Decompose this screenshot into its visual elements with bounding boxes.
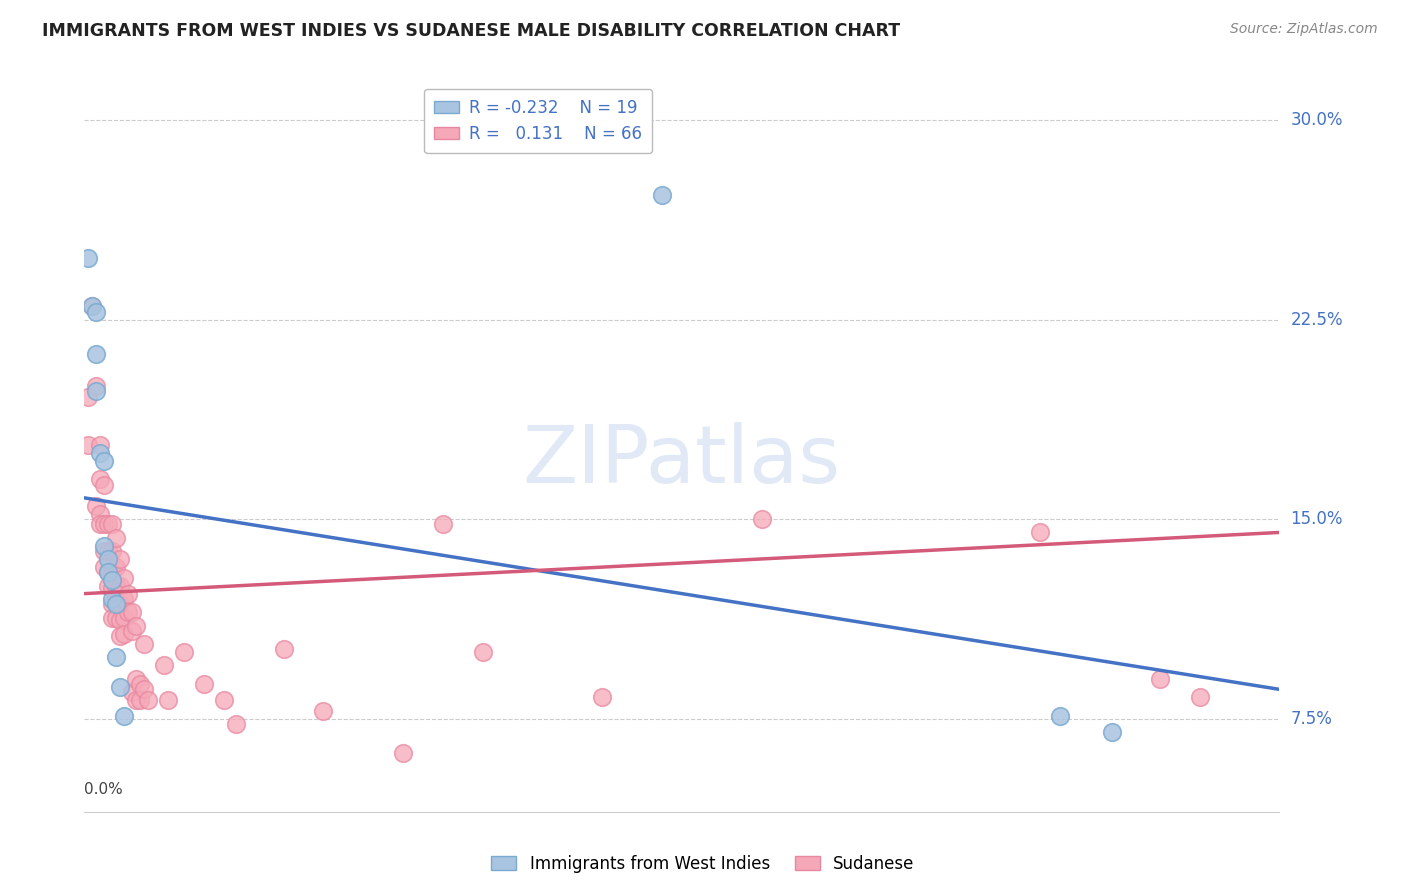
Point bbox=[86, 384, 108, 399]
Legend: R = -0.232    N = 19, R =   0.131    N = 66: R = -0.232 N = 19, R = 0.131 N = 66 bbox=[425, 88, 652, 153]
Point bbox=[112, 610, 135, 624]
Point bbox=[125, 672, 148, 686]
Point bbox=[110, 552, 132, 566]
Point bbox=[132, 682, 156, 697]
Point bbox=[97, 544, 120, 558]
Point bbox=[1149, 672, 1171, 686]
Point bbox=[105, 531, 128, 545]
Point bbox=[110, 629, 132, 643]
Point bbox=[112, 709, 135, 723]
Point bbox=[89, 445, 111, 459]
Point bbox=[86, 379, 108, 393]
Point bbox=[125, 693, 148, 707]
Point bbox=[312, 704, 335, 718]
Point bbox=[105, 650, 128, 665]
Point bbox=[117, 586, 139, 600]
Point bbox=[112, 626, 135, 640]
Point bbox=[82, 299, 104, 313]
Point bbox=[1029, 525, 1052, 540]
Point bbox=[97, 566, 120, 580]
Point bbox=[101, 566, 124, 580]
Point bbox=[101, 544, 124, 558]
Point bbox=[105, 597, 128, 611]
Point bbox=[77, 252, 100, 266]
Point bbox=[89, 517, 111, 532]
Point bbox=[136, 693, 159, 707]
Text: ZIPatlas: ZIPatlas bbox=[523, 422, 841, 500]
Point bbox=[471, 645, 494, 659]
Point bbox=[89, 472, 111, 486]
Point bbox=[77, 438, 100, 452]
Point bbox=[110, 597, 132, 611]
Point bbox=[93, 477, 115, 491]
Text: 30.0%: 30.0% bbox=[1291, 112, 1343, 129]
Point bbox=[93, 539, 115, 553]
Point bbox=[101, 591, 124, 606]
Point bbox=[101, 517, 124, 532]
Point bbox=[105, 597, 128, 611]
Point bbox=[121, 624, 143, 638]
Text: 0.0%: 0.0% bbox=[84, 782, 124, 797]
Point bbox=[591, 690, 613, 705]
Point bbox=[112, 571, 135, 585]
Point bbox=[1101, 725, 1123, 739]
Point bbox=[77, 390, 100, 404]
Point bbox=[273, 642, 295, 657]
Point bbox=[101, 582, 124, 596]
Point bbox=[173, 645, 195, 659]
Point bbox=[110, 579, 132, 593]
Point bbox=[101, 574, 124, 588]
Point bbox=[97, 579, 120, 593]
Text: 15.0%: 15.0% bbox=[1291, 510, 1343, 528]
Point bbox=[93, 544, 115, 558]
Point bbox=[392, 746, 415, 760]
Point bbox=[129, 677, 152, 691]
Point bbox=[89, 507, 111, 521]
Point bbox=[651, 187, 673, 202]
Point bbox=[112, 591, 135, 606]
Point bbox=[97, 552, 120, 566]
Point bbox=[1188, 690, 1211, 705]
Legend: Immigrants from West Indies, Sudanese: Immigrants from West Indies, Sudanese bbox=[485, 848, 921, 880]
Point bbox=[97, 566, 120, 580]
Point bbox=[101, 597, 124, 611]
Point bbox=[86, 499, 108, 513]
Point bbox=[225, 717, 247, 731]
Point bbox=[110, 613, 132, 627]
Text: 7.5%: 7.5% bbox=[1291, 710, 1333, 728]
Point bbox=[129, 693, 152, 707]
Point bbox=[751, 512, 773, 526]
Point bbox=[125, 618, 148, 632]
Point bbox=[153, 658, 176, 673]
Point bbox=[117, 605, 139, 619]
Text: 22.5%: 22.5% bbox=[1291, 310, 1343, 328]
Point bbox=[86, 347, 108, 361]
Point bbox=[212, 693, 235, 707]
Point bbox=[89, 438, 111, 452]
Text: IMMIGRANTS FROM WEST INDIES VS SUDANESE MALE DISABILITY CORRELATION CHART: IMMIGRANTS FROM WEST INDIES VS SUDANESE … bbox=[42, 22, 900, 40]
Point bbox=[121, 685, 143, 699]
Point bbox=[157, 693, 180, 707]
Point bbox=[105, 610, 128, 624]
Point bbox=[105, 560, 128, 574]
Point bbox=[93, 560, 115, 574]
Point bbox=[101, 610, 124, 624]
Point bbox=[110, 680, 132, 694]
Point bbox=[132, 637, 156, 651]
Point bbox=[432, 517, 454, 532]
Point bbox=[121, 605, 143, 619]
Point bbox=[193, 677, 215, 691]
Point bbox=[93, 453, 115, 467]
Point bbox=[86, 304, 108, 318]
Point bbox=[97, 517, 120, 532]
Point bbox=[82, 299, 104, 313]
Point bbox=[1049, 709, 1071, 723]
Point bbox=[105, 579, 128, 593]
Text: Source: ZipAtlas.com: Source: ZipAtlas.com bbox=[1230, 22, 1378, 37]
Point bbox=[93, 517, 115, 532]
